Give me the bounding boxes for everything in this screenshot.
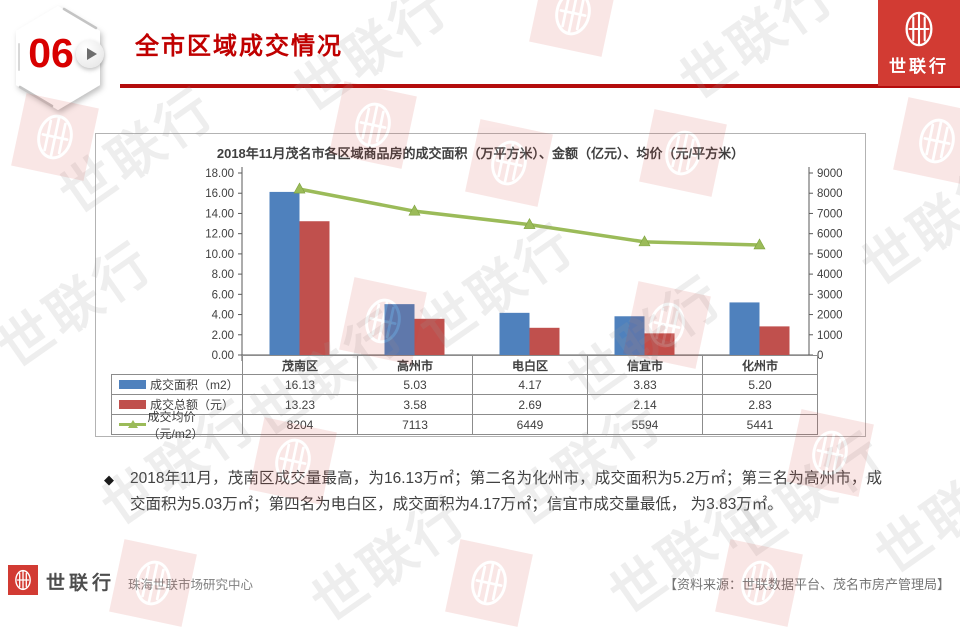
- legend-line-swatch: [119, 419, 146, 430]
- line-marker-1: [408, 204, 421, 216]
- footer-brand-name: 世联行: [46, 573, 116, 594]
- watermark-logo-square: [529, 0, 617, 57]
- slide-number: 06: [28, 30, 74, 76]
- combo-chart-plot: 0.00 2.00 4.00 6.00 8.00 10.00 12.00 14.00 16.00…: [205, 167, 843, 362]
- left-axis-label: 12.00: [205, 229, 234, 241]
- value-cell: 2.14: [587, 394, 703, 415]
- value-cell: 5441: [702, 414, 818, 435]
- line-marker-3: [638, 235, 651, 247]
- footer-source-note: 【资料来源：世联数据平台、茂名市房产管理局】: [663, 577, 950, 592]
- legend-label: 成交面积（m2）: [150, 378, 239, 392]
- company-name: 世联行: [889, 57, 949, 76]
- legend-label: 成交均价（元/m2）: [147, 409, 204, 441]
- diamond-bullet-icon: ◆: [104, 472, 114, 487]
- bar-0-2: [499, 312, 530, 355]
- line-marker-0: [293, 182, 306, 194]
- category-cell: 信宜市: [587, 355, 703, 375]
- value-cell: 7113: [357, 414, 473, 435]
- value-cell: 2.83: [702, 394, 818, 415]
- line-marker-2: [523, 217, 536, 229]
- watermark-text: 世联行: [669, 0, 847, 113]
- commentary-text: 2018年11月，茂南区成交量最高，为16.13万㎡；第二名为化州市，成交面积为…: [130, 470, 882, 513]
- left-axis-label: 16.00: [205, 188, 234, 200]
- left-axis-label: 18.00: [205, 168, 234, 180]
- left-axis-label: 10.00: [205, 249, 234, 261]
- right-axis-label: 5000: [817, 249, 843, 261]
- legend-bar-swatch: [119, 400, 146, 409]
- watermark-text: 世联行: [283, 0, 461, 125]
- value-cell: 4.17: [472, 374, 588, 395]
- left-axis-label: 4.00: [212, 310, 234, 322]
- watermark-logo-square: [893, 97, 960, 185]
- shilianhang-logo-icon: [15, 569, 31, 591]
- right-axis-label: 8000: [817, 188, 843, 200]
- shilianhang-logo-icon: [905, 11, 933, 47]
- legend-item: 成交均价（元/m2）: [111, 410, 243, 441]
- right-axis-label: 4000: [817, 269, 843, 281]
- value-cell: 6449: [472, 414, 588, 435]
- value-cell: 5.03: [357, 374, 473, 395]
- legend-bar-swatch: [119, 380, 146, 389]
- category-cell: 高州市: [357, 355, 473, 375]
- bar-0-0: [269, 191, 300, 355]
- value-cell: 3.83: [587, 374, 703, 395]
- bar-1-2: [529, 327, 560, 355]
- chart-data-table: 茂南区 高州市 电白区 信宜市 化州市成交面积（m2） 16.13 5.03 4.17 3.83…: [96, 134, 865, 441]
- right-axis-label: 3000: [817, 289, 843, 301]
- left-axis-label: 0.00: [212, 350, 234, 362]
- footer-center-name: 珠海世联市场研究中心: [128, 578, 254, 592]
- left-axis-label: 2.00: [212, 330, 234, 342]
- category-cell: 化州市: [702, 355, 818, 375]
- bar-0-1: [384, 304, 415, 355]
- legend-label: 成交总额（元）: [150, 398, 235, 412]
- legend-item: 成交面积（m2）: [111, 374, 243, 395]
- bar-0-4: [729, 302, 760, 355]
- left-axis-label: 14.00: [205, 208, 234, 220]
- value-cell: 5594: [587, 414, 703, 435]
- value-cell: 8204: [242, 414, 358, 435]
- chart-title: 2018年11月茂名市各区域商品房的成交面积（万平方米）、金额（亿元）、均价（元…: [216, 146, 745, 161]
- commentary-block: ◆ 2018年11月，茂南区成交量最高，为16.13万㎡；第二名为化州市，成交面…: [100, 466, 882, 518]
- bar-1-4: [759, 326, 790, 355]
- play-arrow-button[interactable]: [76, 40, 104, 68]
- value-cell: 16.13: [242, 374, 358, 395]
- value-cell: 3.58: [357, 394, 473, 415]
- right-axis-label: 6000: [817, 229, 843, 241]
- right-axis-label: 7000: [817, 208, 843, 220]
- right-axis-label: 2000: [817, 310, 843, 322]
- category-cell: 电白区: [472, 355, 588, 375]
- category-cell: 茂南区: [242, 355, 358, 375]
- left-axis-label: 6.00: [212, 289, 234, 301]
- bar-0-3: [614, 316, 645, 355]
- bar-1-1: [414, 318, 445, 355]
- hexagon-badge: [16, 6, 100, 110]
- right-axis-label: 1000: [817, 330, 843, 342]
- right-axis-label: 0: [817, 350, 823, 362]
- bar-1-0: [299, 221, 330, 355]
- footer: 世联行 珠海世联市场研究中心 【资料来源：世联数据平台、茂名市房产管理局】: [0, 560, 960, 600]
- value-cell: 13.23: [242, 394, 358, 415]
- right-axis-label: 9000: [817, 168, 843, 180]
- footer-logo-badge: [8, 565, 38, 595]
- value-cell: 2.69: [472, 394, 588, 415]
- play-icon: [86, 48, 97, 60]
- value-cell: 5.20: [702, 374, 818, 395]
- title-underline: [120, 84, 960, 88]
- left-axis-label: 8.00: [212, 269, 234, 281]
- slide-title: 全市区域成交情况: [135, 33, 343, 60]
- chart-container: 2018年11月茂名市各区域商品房的成交面积（万平方米）、金额（亿元）、均价（元…: [95, 133, 866, 441]
- line-marker-4: [753, 238, 766, 250]
- company-logo-badge: 世联行: [878, 0, 960, 86]
- bar-1-3: [644, 333, 675, 355]
